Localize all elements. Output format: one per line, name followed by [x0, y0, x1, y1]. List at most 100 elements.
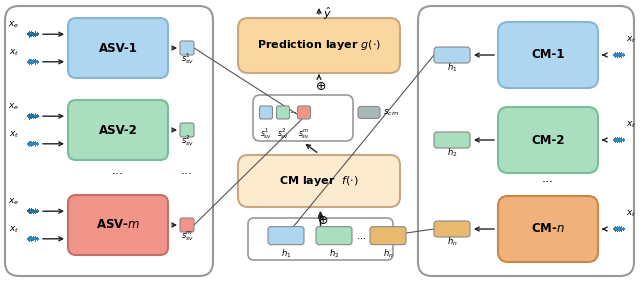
Bar	[36, 60, 37, 63]
Bar	[32, 32, 33, 36]
Bar	[34, 114, 35, 118]
Bar	[33, 236, 34, 241]
FancyBboxPatch shape	[68, 18, 168, 78]
Bar	[615, 137, 616, 143]
Text: $s^m_{sv}$: $s^m_{sv}$	[298, 127, 310, 141]
Bar	[616, 227, 617, 231]
Text: $x_t$: $x_t$	[9, 224, 19, 235]
FancyBboxPatch shape	[434, 47, 470, 63]
Bar	[617, 137, 618, 143]
Text: $s^2_{sv}$: $s^2_{sv}$	[277, 127, 289, 142]
Text: $h_1$: $h_1$	[447, 62, 457, 74]
Bar	[34, 32, 35, 36]
Bar	[33, 114, 34, 119]
Bar	[30, 60, 31, 64]
Bar	[616, 138, 617, 142]
Text: $h_n$: $h_n$	[447, 236, 458, 248]
Text: ...: ...	[112, 164, 124, 177]
Bar	[32, 237, 33, 241]
Bar	[618, 53, 620, 57]
Bar	[30, 142, 31, 146]
FancyBboxPatch shape	[259, 106, 273, 119]
Bar	[621, 226, 622, 232]
Text: $x_t$: $x_t$	[626, 120, 636, 130]
FancyBboxPatch shape	[268, 227, 304, 245]
Bar	[38, 33, 39, 35]
Bar	[624, 139, 625, 141]
Bar	[31, 113, 32, 119]
Bar	[30, 209, 31, 213]
FancyBboxPatch shape	[180, 41, 194, 55]
Bar	[34, 60, 35, 63]
Bar	[38, 143, 39, 145]
Text: ...: ...	[542, 171, 554, 184]
Bar	[32, 209, 33, 213]
Bar	[29, 31, 30, 38]
Bar	[34, 210, 35, 213]
Text: CM-$n$: CM-$n$	[531, 222, 565, 235]
Text: CM-1: CM-1	[531, 49, 564, 61]
Bar	[31, 31, 32, 37]
Bar	[619, 52, 620, 58]
Bar	[38, 238, 39, 240]
Text: $\oplus$: $\oplus$	[317, 215, 328, 228]
Bar	[36, 142, 37, 145]
Bar	[623, 227, 624, 231]
Bar	[38, 210, 39, 212]
FancyBboxPatch shape	[68, 195, 168, 255]
Bar	[30, 32, 31, 36]
Bar	[33, 59, 34, 65]
Bar	[615, 226, 616, 232]
Bar	[33, 32, 34, 37]
Bar	[623, 138, 624, 142]
Text: $x_t$: $x_t$	[9, 129, 19, 140]
Text: $x_e$: $x_e$	[8, 197, 19, 207]
Bar	[31, 59, 32, 65]
Bar	[36, 237, 37, 240]
Bar	[624, 54, 625, 56]
Bar	[27, 238, 28, 240]
Text: $s_{cm}$: $s_{cm}$	[383, 107, 399, 118]
Bar	[27, 143, 28, 145]
Text: $x_e$: $x_e$	[8, 20, 19, 30]
Text: $x_e$: $x_e$	[8, 102, 19, 112]
FancyBboxPatch shape	[498, 196, 598, 262]
Bar	[616, 53, 617, 57]
Bar	[32, 142, 33, 146]
Bar	[619, 137, 620, 143]
Bar	[30, 114, 31, 118]
Bar	[28, 142, 29, 146]
Text: ASV-2: ASV-2	[99, 124, 138, 136]
Bar	[624, 228, 625, 230]
Bar	[28, 32, 29, 36]
Bar	[29, 113, 30, 120]
Text: $\oplus$: $\oplus$	[316, 80, 326, 94]
Bar	[35, 141, 36, 147]
Bar	[34, 237, 35, 241]
Bar	[35, 59, 36, 65]
FancyBboxPatch shape	[68, 100, 168, 160]
Bar	[37, 60, 38, 64]
Bar	[27, 115, 28, 117]
Bar	[28, 209, 29, 213]
Bar	[35, 113, 36, 119]
Bar	[36, 33, 37, 36]
Bar	[36, 210, 37, 213]
Bar	[37, 237, 38, 241]
Bar	[622, 54, 623, 56]
Text: $h_n$: $h_n$	[383, 248, 394, 260]
FancyBboxPatch shape	[434, 132, 470, 148]
FancyBboxPatch shape	[253, 95, 353, 141]
Text: ASV-$m$: ASV-$m$	[96, 219, 140, 232]
Bar	[32, 114, 33, 118]
Bar	[613, 139, 614, 141]
FancyBboxPatch shape	[238, 155, 400, 207]
Bar	[613, 54, 614, 56]
Text: $s^1_{sv}$: $s^1_{sv}$	[260, 127, 272, 142]
Bar	[28, 114, 29, 118]
Bar	[31, 208, 32, 214]
FancyBboxPatch shape	[358, 107, 380, 118]
Bar	[614, 53, 615, 57]
Bar	[29, 58, 30, 65]
Text: ASV-1: ASV-1	[99, 41, 138, 54]
